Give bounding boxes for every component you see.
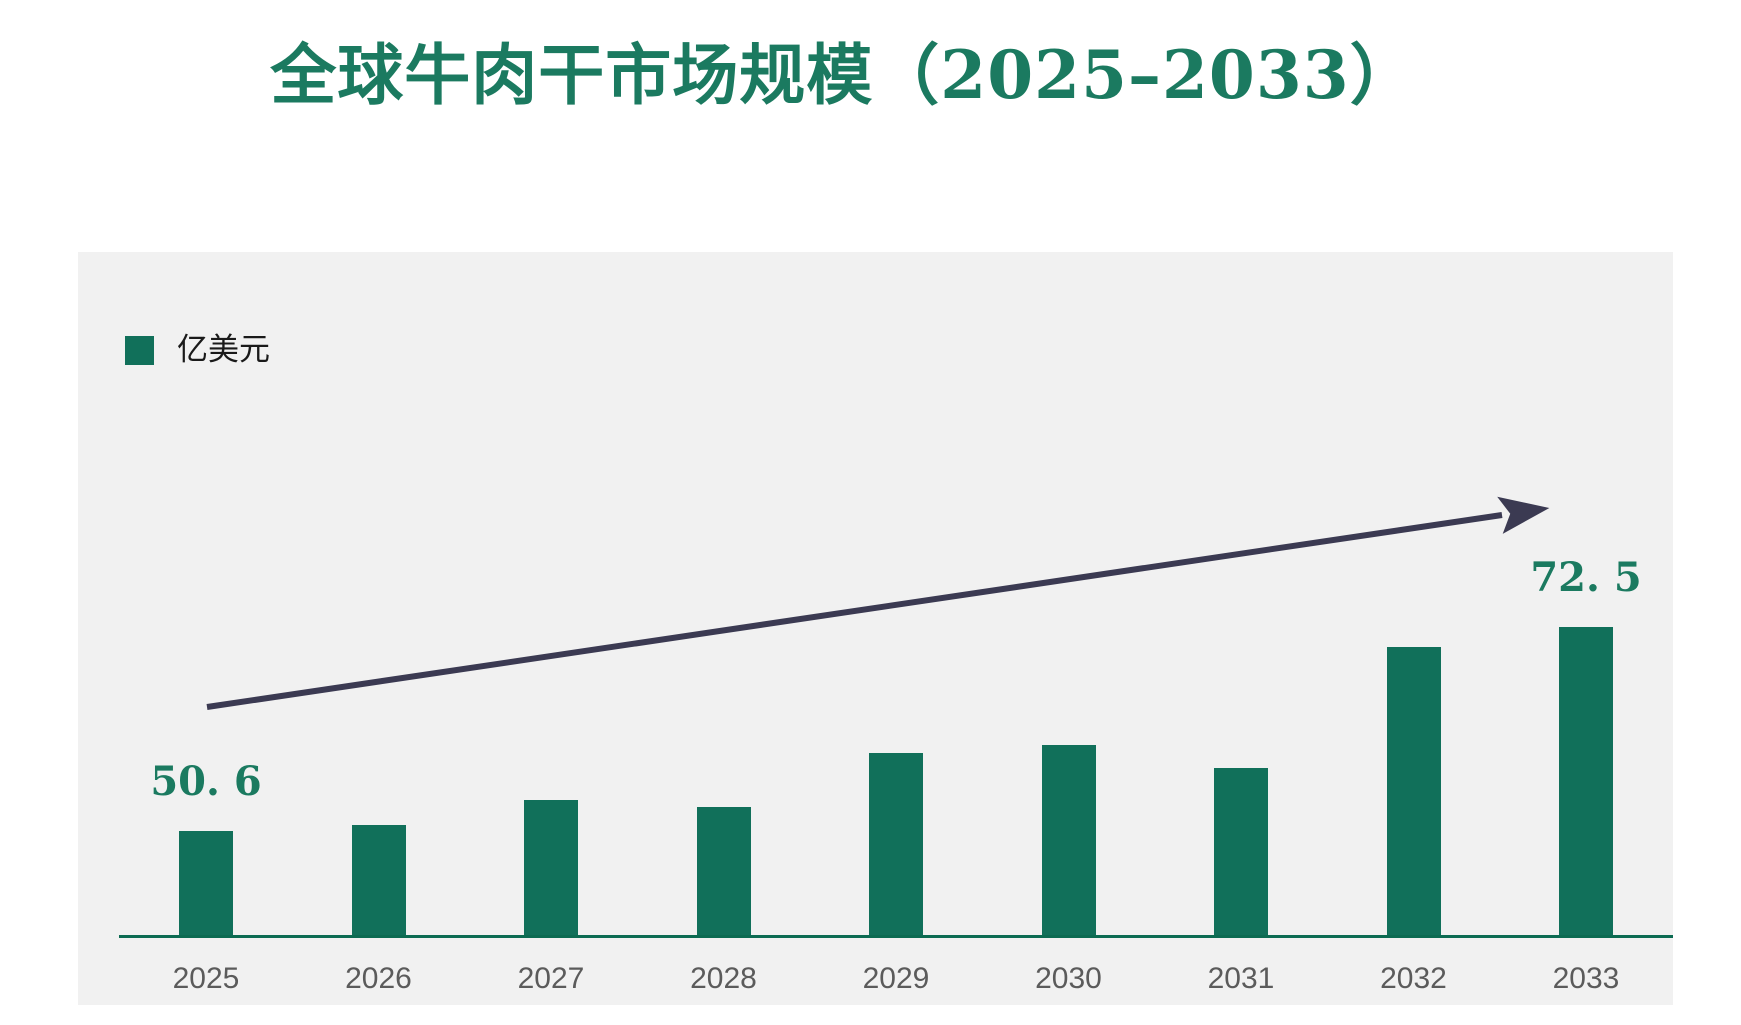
bar-2033 (1559, 627, 1613, 935)
bar-2031 (1214, 768, 1268, 935)
legend: 亿美元 (125, 334, 270, 366)
x-tick-2031: 2031 (1207, 962, 1275, 995)
x-tick-2028: 2028 (690, 962, 757, 995)
chart-title: 全球牛肉干市场规模（2025–2033） (270, 36, 1417, 114)
x-tick-2030: 2030 (1035, 962, 1102, 995)
x-tick-2026: 2026 (345, 962, 412, 995)
bar-2025 (179, 831, 233, 935)
bar-2026 (351, 825, 406, 935)
bar-2032 (1386, 647, 1441, 935)
bar-2027 (524, 800, 578, 935)
legend-label: 亿美元 (177, 332, 270, 368)
x-tick-2029: 2029 (862, 962, 930, 995)
bar-2029 (869, 753, 923, 935)
x-tick-2027: 2027 (517, 962, 585, 995)
chart-panel: 亿美元 2025 2026 2027 2028 2029 2030 2031 2032 2033… (78, 252, 1673, 1005)
x-tick-2025: 2025 (172, 962, 240, 995)
legend-swatch-icon (125, 335, 154, 365)
x-tick-2033: 2033 (1552, 962, 1620, 995)
bar-2030 (1041, 745, 1096, 935)
bar-2028 (696, 807, 751, 935)
x-axis-line (119, 935, 1673, 938)
value-label-2033: 72. 5 (1530, 554, 1642, 601)
x-tick-2032: 2032 (1380, 962, 1447, 995)
value-label-2025: 50. 6 (150, 758, 262, 805)
